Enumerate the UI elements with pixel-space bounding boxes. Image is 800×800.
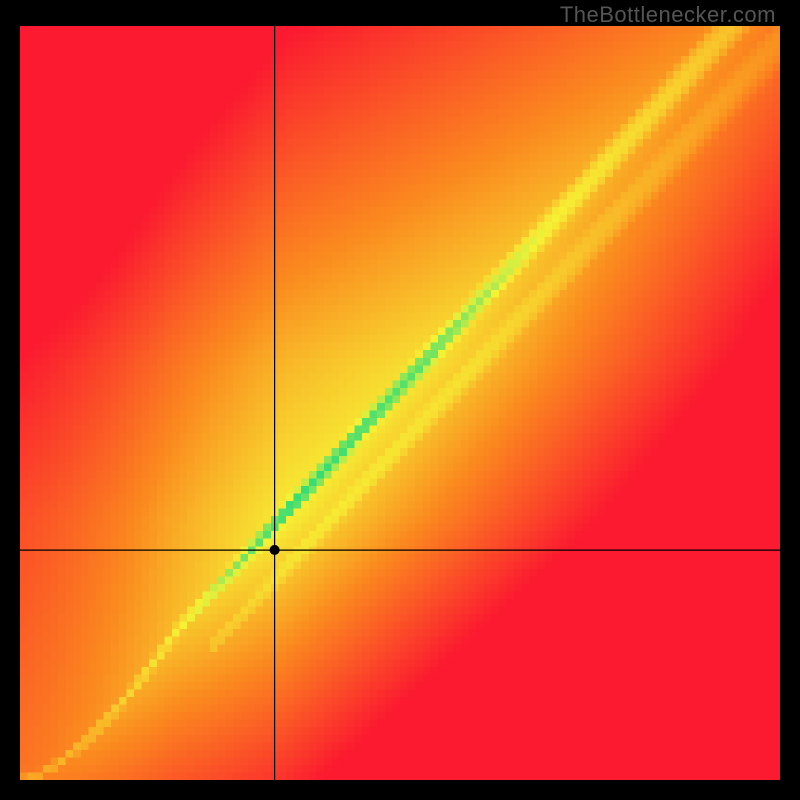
chart-container: TheBottlenecker.com	[0, 0, 800, 800]
watermark-text: TheBottlenecker.com	[560, 2, 776, 28]
overlay-canvas	[0, 0, 800, 800]
